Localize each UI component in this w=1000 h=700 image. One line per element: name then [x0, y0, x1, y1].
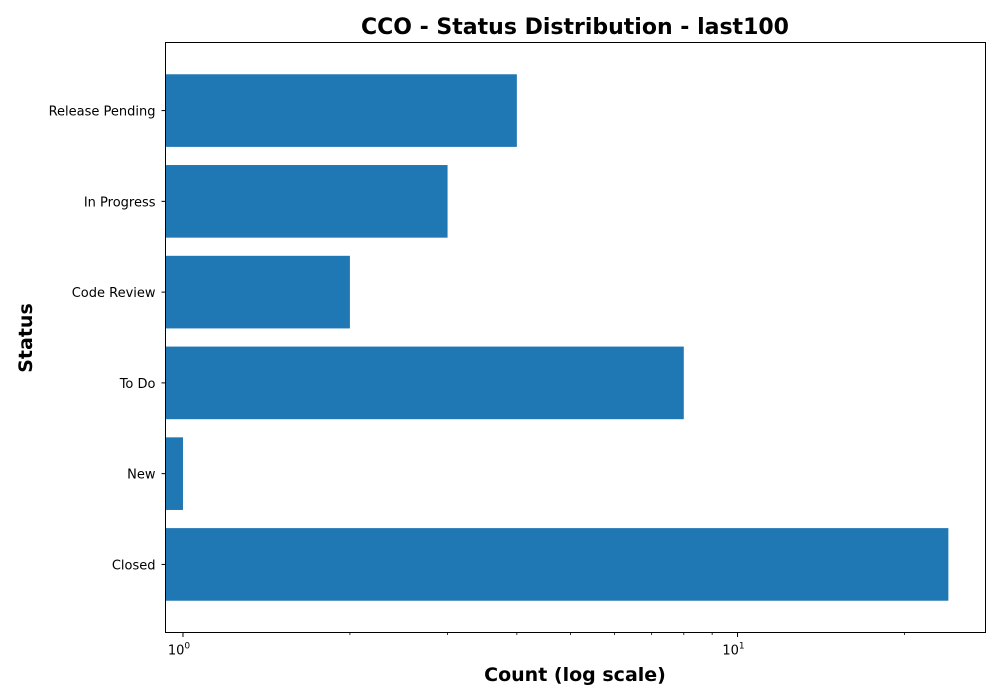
y-tick-label-code-review: Code Review: [72, 286, 156, 301]
bar-to-do: [165, 346, 684, 420]
x-axis-label: Count (log scale): [484, 664, 666, 686]
chart-title: CCO - Status Distribution - last100: [361, 15, 789, 40]
bar-code-review: [165, 255, 350, 329]
y-axis-label: Status: [15, 303, 37, 373]
x-tick-label-1: 100: [168, 642, 191, 659]
y-tick-label-in-progress: In Progress: [84, 195, 156, 210]
x-tick-label-10: 101: [722, 642, 744, 659]
y-tick-label-closed: Closed: [112, 558, 156, 573]
bar-new: [165, 437, 183, 510]
y-tick-label-to-do: To Do: [119, 377, 156, 392]
bars-group: [165, 74, 949, 601]
x-axis-ticks: 100 101: [168, 632, 905, 659]
y-tick-label-release-pending: Release Pending: [49, 105, 156, 120]
bar-closed: [165, 528, 949, 601]
y-axis-ticks: Closed New To Do Code Review In Progress Rele…: [49, 105, 166, 573]
bar-release-pending: [165, 74, 517, 147]
y-tick-label-new: New: [127, 468, 156, 483]
bar-in-progress: [165, 165, 448, 238]
plot-frame: [165, 42, 986, 633]
